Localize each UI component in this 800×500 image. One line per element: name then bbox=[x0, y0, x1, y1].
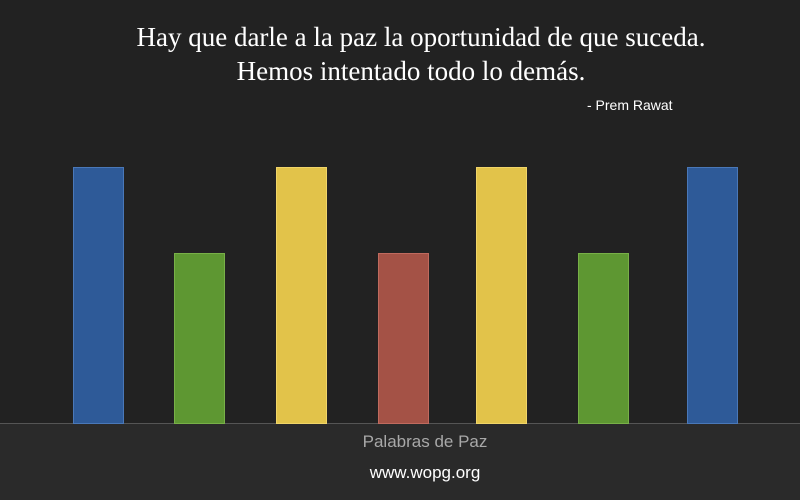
bar bbox=[73, 167, 124, 424]
bar bbox=[687, 167, 738, 424]
footer-url: www.wopg.org bbox=[369, 463, 481, 482]
footer-band bbox=[0, 423, 800, 500]
decorative-bars bbox=[73, 167, 738, 424]
footer-title: Palabras de Paz bbox=[363, 432, 488, 451]
bar bbox=[174, 253, 225, 424]
bar bbox=[476, 167, 527, 424]
quote-line: Hemos intentado todo lo demás. bbox=[237, 56, 586, 86]
quote-line: Hay que darle a la paz la oportunidad de… bbox=[136, 22, 705, 52]
bar bbox=[378, 253, 429, 424]
quote-author: - Prem Rawat bbox=[587, 97, 673, 113]
bar bbox=[578, 253, 629, 424]
bar bbox=[276, 167, 327, 424]
